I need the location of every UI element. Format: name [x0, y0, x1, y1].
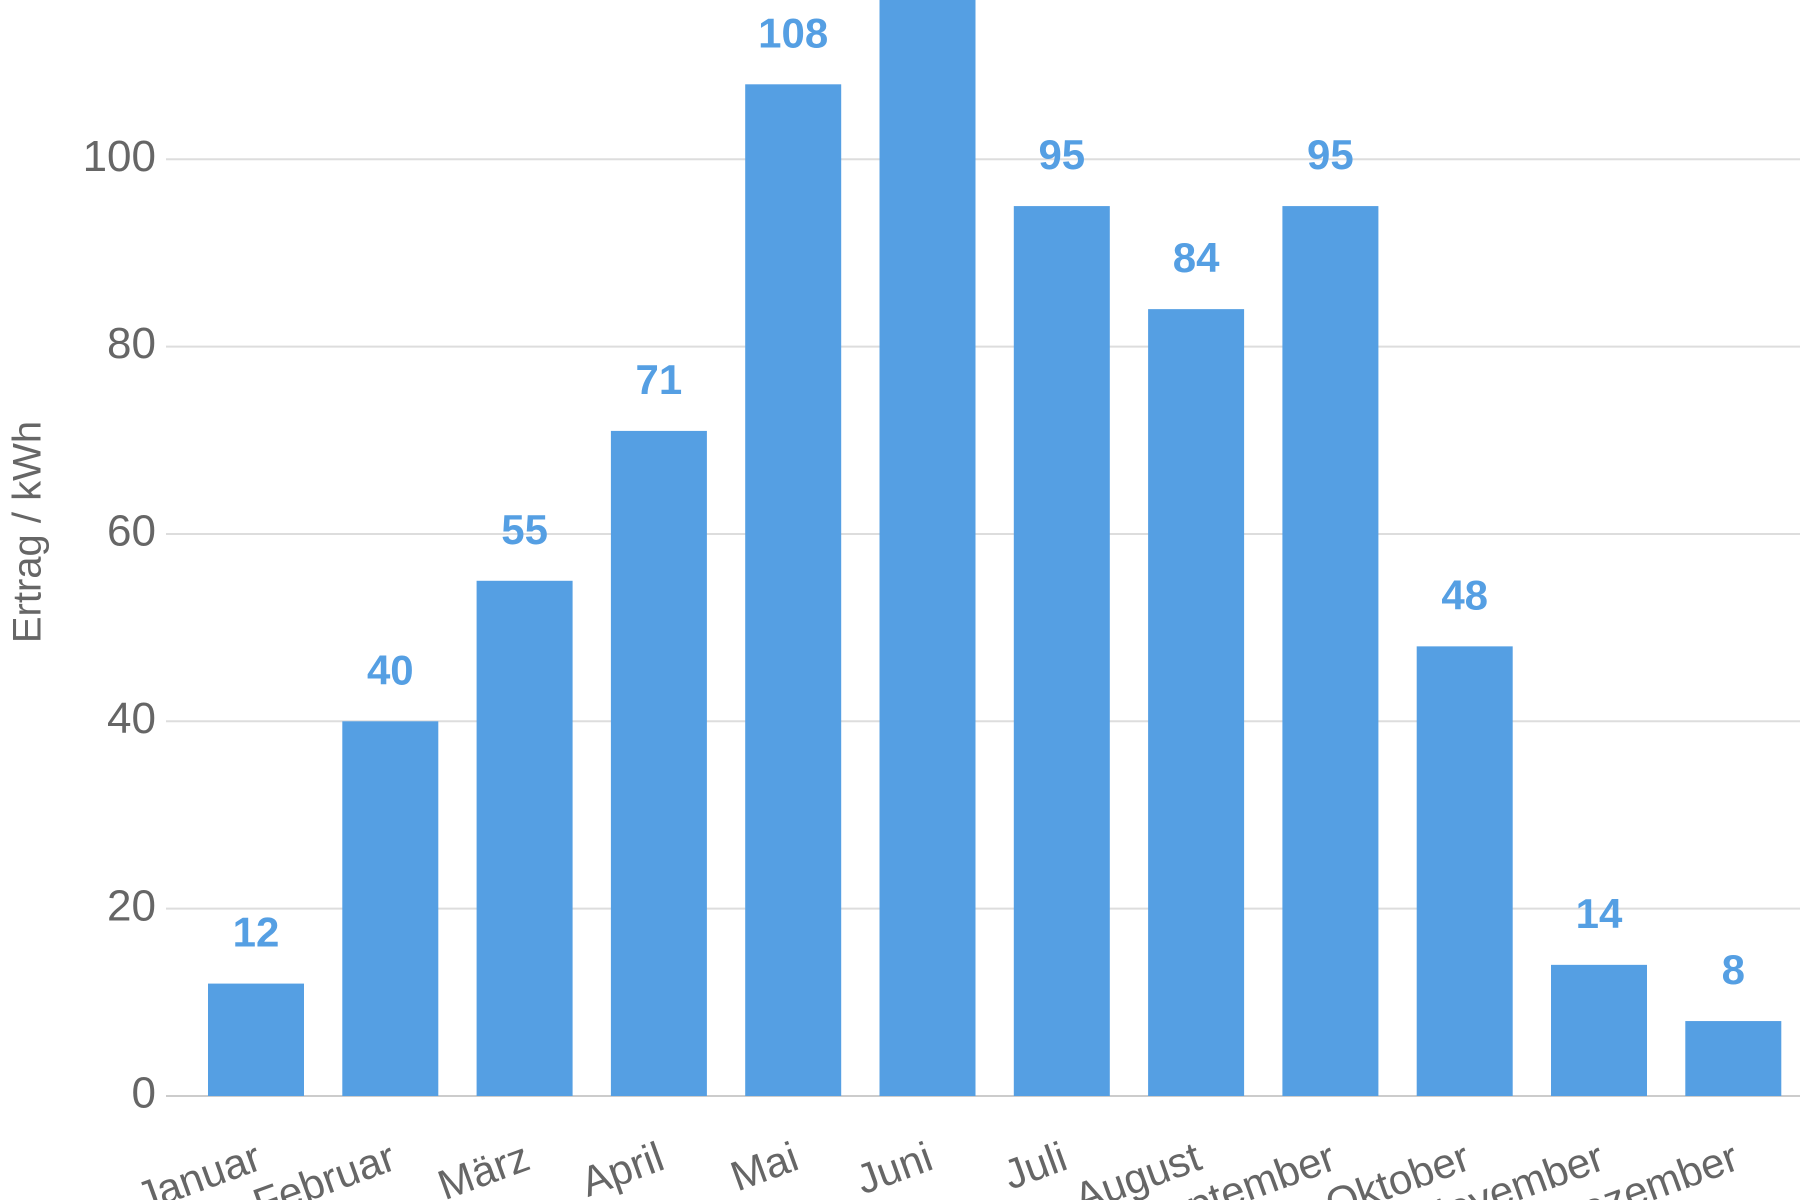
data-label: 12 [233, 909, 280, 956]
data-label: 95 [1307, 131, 1354, 178]
data-label: 8 [1722, 946, 1745, 993]
data-label: 14 [1576, 890, 1623, 937]
x-tick-label: Mai [724, 1133, 804, 1200]
x-tick-label: Februar [247, 1133, 401, 1200]
y-tick-label: 100 [83, 132, 156, 181]
y-tick-label: 40 [107, 694, 156, 743]
bar [476, 580, 573, 1096]
bar [1416, 646, 1513, 1096]
bar [342, 721, 439, 1096]
y-tick-label: 20 [107, 881, 156, 930]
y-tick-label: 60 [107, 507, 156, 556]
data-label: 108 [758, 9, 828, 56]
bar [879, 0, 976, 1096]
bar [1551, 964, 1647, 1096]
data-label: 48 [1441, 571, 1488, 618]
bar [1685, 1021, 1782, 1096]
x-tick-label: Juni [850, 1133, 938, 1200]
y-axis-title: Ertrag / kWh [6, 421, 50, 643]
x-tick-label: Juli [997, 1133, 1072, 1199]
data-label: 95 [1038, 131, 1085, 178]
data-label: 84 [1173, 234, 1220, 281]
bar [1148, 309, 1245, 1097]
x-tick-label: Januar [130, 1133, 267, 1200]
data-label: 55 [501, 506, 548, 553]
bar [1282, 206, 1379, 1097]
bar [610, 430, 707, 1096]
x-tick-label: März [432, 1133, 536, 1200]
bar [1013, 206, 1110, 1097]
x-tick-label: April [575, 1133, 670, 1200]
y-tick-label: 0 [132, 1069, 156, 1118]
y-tick-label: 80 [107, 319, 156, 368]
bar [208, 983, 304, 1096]
data-label: 40 [367, 646, 414, 693]
bar [745, 84, 842, 1097]
data-label: 71 [636, 356, 683, 403]
